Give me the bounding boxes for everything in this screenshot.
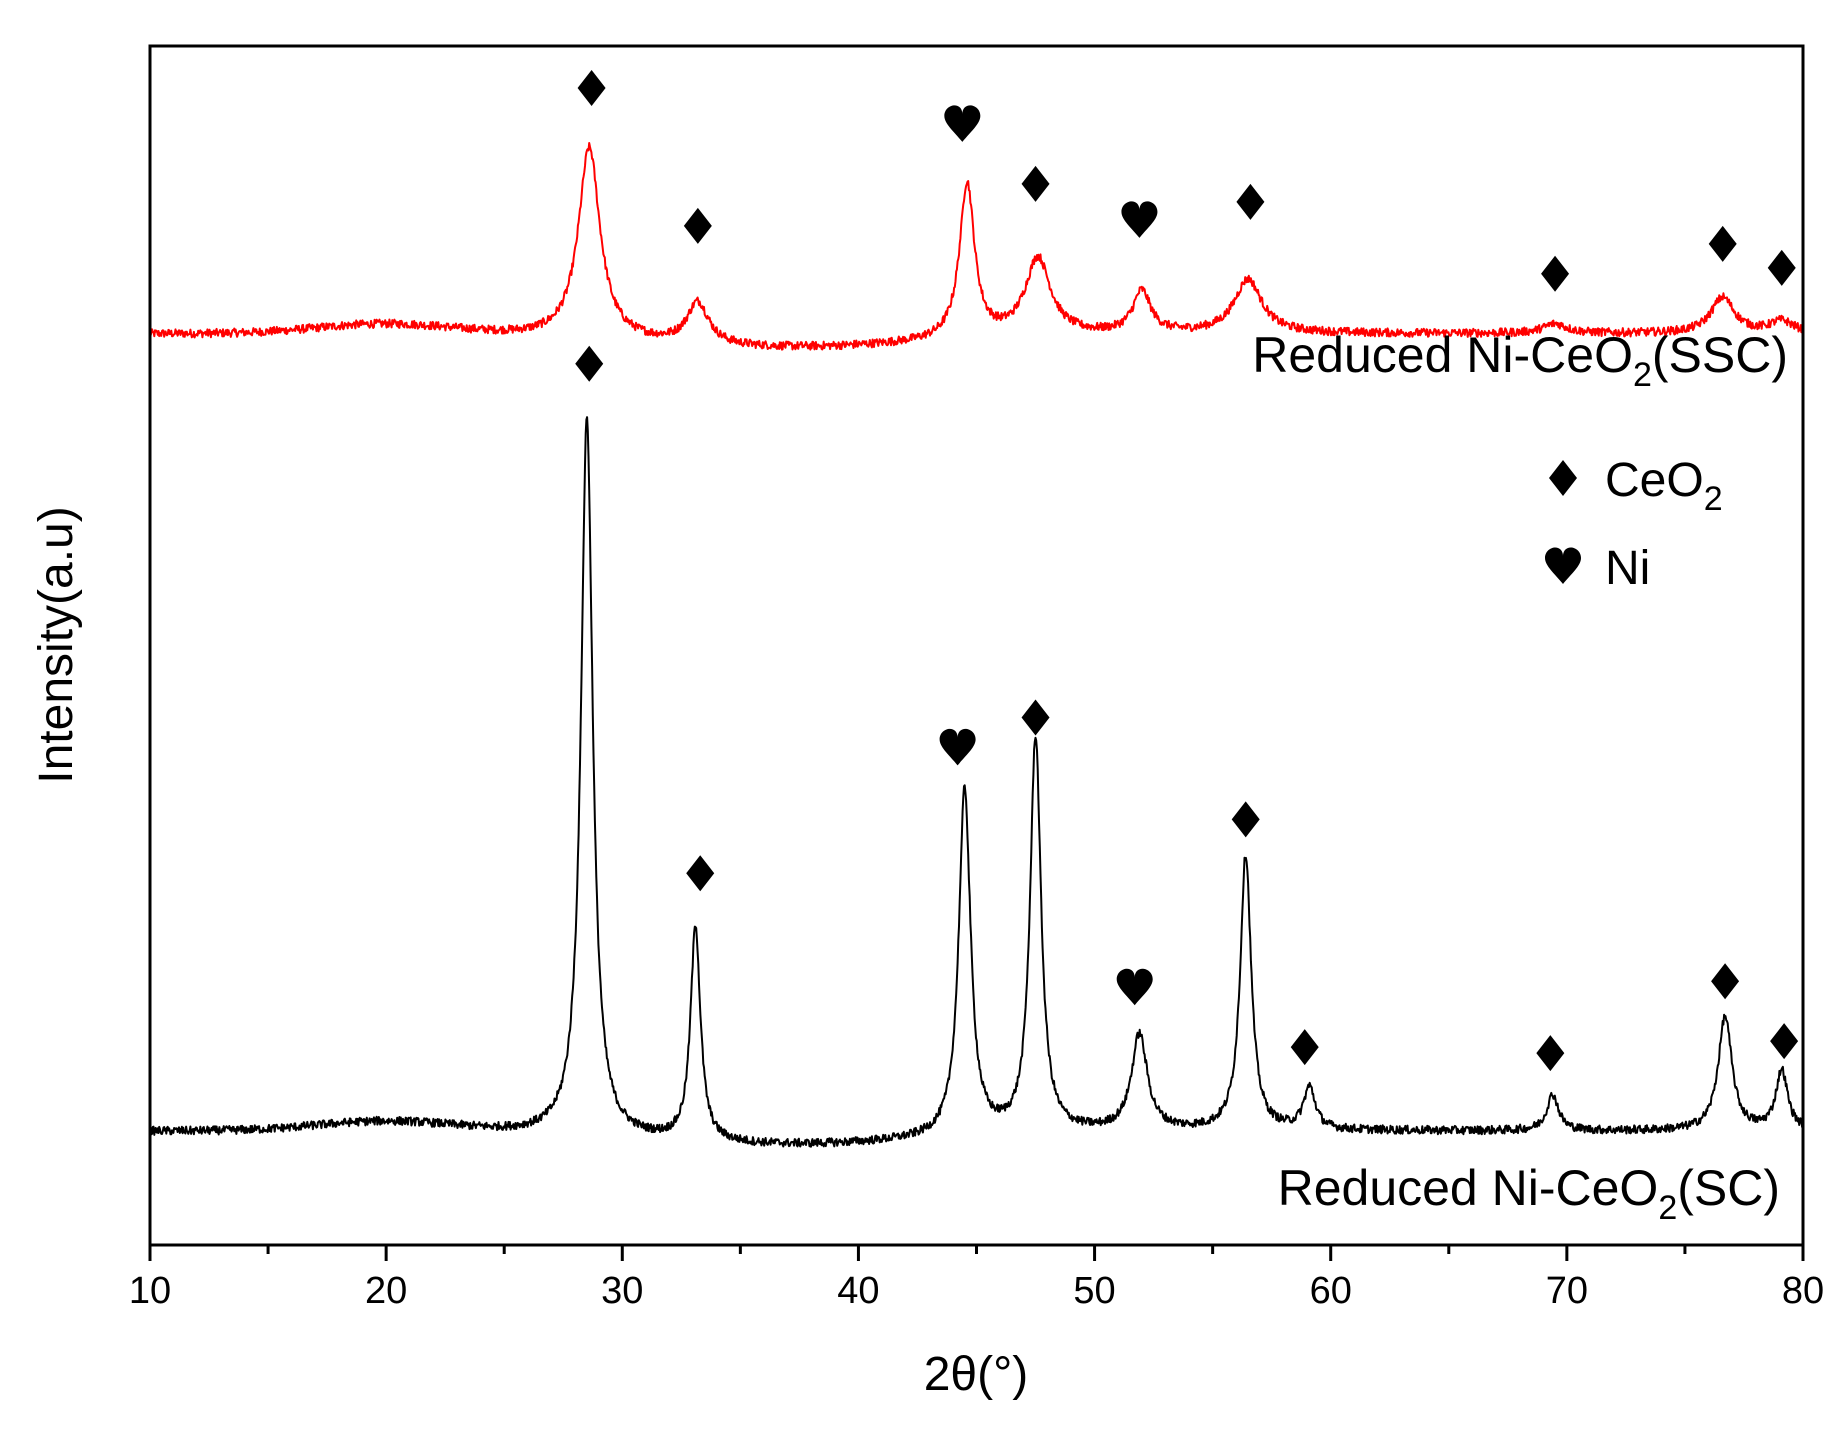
x-tick-label: 40: [837, 1270, 879, 1312]
ceo2-diamond-marker: [1021, 699, 1050, 736]
plot-frame: [148, 44, 1805, 1247]
ceo2-diamond-marker: [1541, 255, 1570, 292]
x-tick-label: 70: [1546, 1270, 1588, 1312]
ceo2-diamond-marker: [1231, 801, 1260, 838]
series-line-ssc: [149, 142, 1804, 351]
ceo2-diamond-marker: [575, 345, 604, 382]
legend: CeO2 Ni: [1545, 454, 1723, 595]
ceo2-diamond-marker: [1290, 1029, 1319, 1066]
series-label-sc: Reduced Ni-CeO2(SC): [1278, 1160, 1780, 1227]
ni-heart-marker: [939, 728, 976, 766]
x-axis: 10 20 30 40 50 60 70 80: [129, 1245, 1824, 1312]
ceo2-diamond-marker: [1236, 183, 1265, 220]
ceo2-diamond-marker: [686, 855, 715, 892]
x-tick-label: 80: [1782, 1270, 1824, 1312]
ceo2-diamond-marker: [577, 69, 606, 106]
ceo2-diamond-marker: [683, 207, 712, 244]
ceo2-diamond-marker: [1021, 165, 1050, 202]
y-axis-label: Intensity(a.u): [30, 506, 83, 783]
legend-label: CeO2: [1605, 454, 1723, 518]
x-axis-label: 2θ(°): [924, 1348, 1029, 1401]
ceo2-diamond-marker: [1536, 1035, 1565, 1072]
phase-markers: [575, 69, 1799, 1072]
ni-heart-marker: [1116, 968, 1153, 1006]
x-tick-label: 30: [601, 1270, 643, 1312]
series-label-ssc: Reduced Ni-CeO2(SSC): [1252, 327, 1788, 394]
legend-ceo2-diamond-icon: [1549, 460, 1577, 496]
ceo2-diamond-marker: [1770, 1023, 1799, 1060]
legend-ni-heart-icon: [1545, 547, 1581, 584]
series-line-sc: [149, 416, 1804, 1148]
legend-label: Ni: [1605, 542, 1650, 595]
ni-heart-marker: [1121, 201, 1158, 238]
ceo2-diamond-marker: [1711, 963, 1740, 1000]
x-tick-label: 60: [1310, 1270, 1352, 1312]
ceo2-diamond-marker: [1708, 225, 1737, 262]
series-labels: Reduced Ni-CeO2(SSC) Reduced Ni-CeO2(SC): [1252, 327, 1788, 1227]
ceo2-diamond-marker: [1767, 249, 1796, 286]
plot-area: [149, 142, 1804, 1148]
x-tick-label: 10: [129, 1270, 171, 1312]
x-tick-label: 20: [365, 1270, 407, 1312]
x-tick-label: 50: [1073, 1270, 1115, 1312]
ni-heart-marker: [944, 105, 981, 142]
